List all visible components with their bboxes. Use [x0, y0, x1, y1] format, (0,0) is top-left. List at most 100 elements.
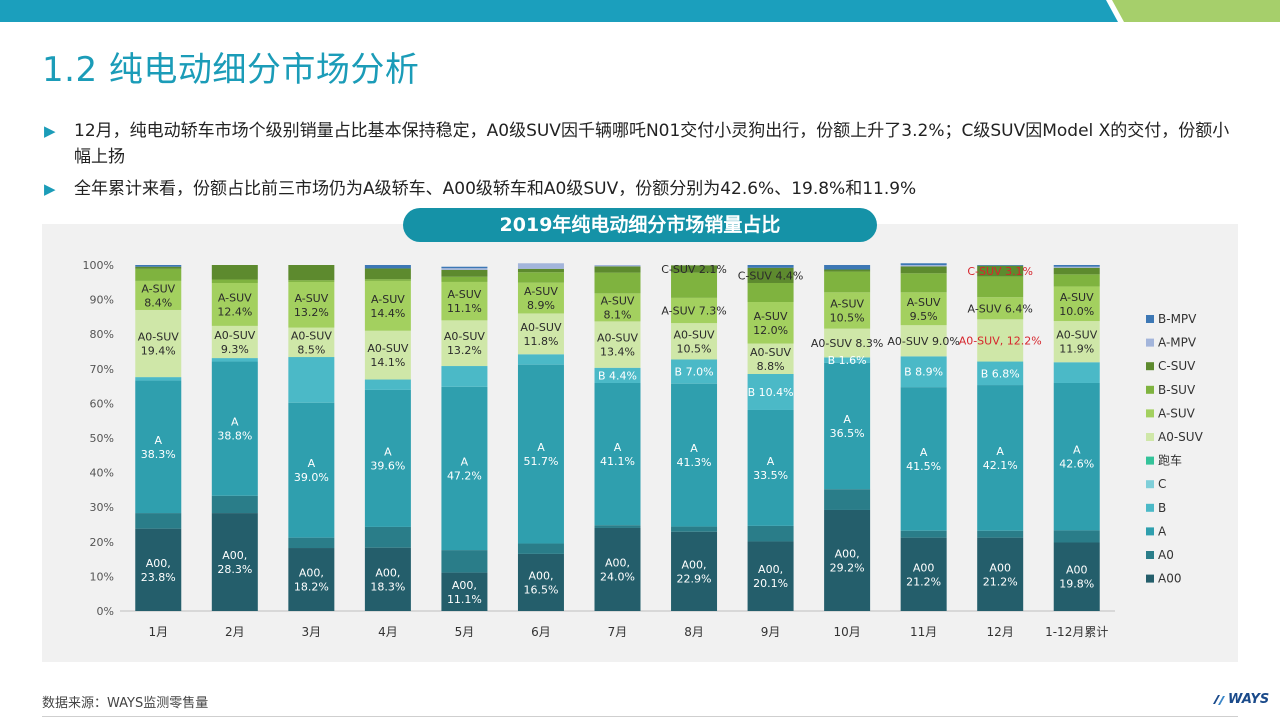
data-label: A00, 18.2% — [294, 567, 329, 594]
bar-segment-B-SUV — [517, 272, 564, 283]
data-label-line: A — [614, 441, 622, 454]
bar-segment-A — [747, 409, 794, 526]
bar-segment-A — [977, 385, 1024, 531]
bar-segment-A-SUV — [824, 292, 871, 329]
bar-segment-A0 — [364, 526, 411, 548]
bar-segment-C-SUV — [977, 265, 1024, 277]
bar-segment-A0-SUV — [517, 313, 564, 355]
bar-segment-A00 — [594, 527, 641, 611]
data-label-line: A-SUV — [371, 293, 405, 306]
data-label-line: 47.2% — [447, 469, 482, 482]
data-label: A0-SUV 9.0% — [887, 335, 960, 348]
legend-label: A0 — [1158, 548, 1174, 562]
footer-divider — [42, 716, 1238, 717]
data-label: A0-SUV 8.5% — [291, 329, 333, 356]
bar-segment-A — [135, 380, 182, 514]
ways-logo: WAYS — [1212, 692, 1269, 707]
data-label-line: A-SUV — [448, 288, 482, 301]
bar-segment-B-SUV — [977, 276, 1024, 298]
data-label-line: 8.9% — [527, 299, 555, 312]
data-label: A00, 24.0% — [600, 556, 635, 583]
bar-segment-A0-SUV — [288, 327, 335, 358]
bar-segment-A0 — [977, 530, 1024, 538]
bar-segment-A — [288, 402, 335, 538]
bar-segment-A00 — [135, 528, 182, 611]
bar-segment-A00 — [441, 572, 488, 611]
data-label-line: A0-SUV — [750, 346, 792, 359]
data-label: A-SUV 14.4% — [370, 293, 405, 320]
data-label: A0-SUV 13.4% — [597, 332, 639, 359]
bar-segment-A-MPV — [900, 265, 947, 267]
legend-swatch — [1146, 433, 1154, 441]
bullet-triangle-icon: ▶ — [44, 122, 56, 140]
bar-segment-A00 — [288, 548, 335, 611]
data-label-line: 11.1% — [447, 593, 482, 606]
data-label-line: 24.0% — [600, 570, 635, 583]
bar-segment-C-SUV — [747, 267, 794, 283]
data-label: A-SUV 8.9% — [524, 285, 558, 312]
bullet-item: ▶ 全年累计来看，份额占比前三市场仍为A级轿车、A00级轿车和A0级SUV，份额… — [44, 176, 1244, 202]
data-label: A0-SUV 14.1% — [367, 342, 409, 369]
bar-segment-A-MPV — [594, 265, 641, 267]
data-label-line: 14.1% — [370, 356, 405, 369]
bar-segment-A-MPV — [441, 268, 488, 270]
data-label: A00, 18.3% — [370, 566, 405, 593]
data-label: A0-SUV 9.3% — [214, 329, 256, 356]
data-label-line: 8.5% — [297, 343, 325, 356]
legend-label: B-MPV — [1158, 312, 1197, 326]
x-tick-label: 3月 — [302, 625, 322, 639]
y-tick-label: 30% — [90, 501, 114, 514]
data-label-line: A0-SUV — [138, 331, 180, 344]
data-label-line: A0-SUV — [291, 329, 333, 342]
bar-segment-A-SUV — [671, 297, 718, 324]
bar-segment-C-SUV — [517, 268, 564, 273]
bar-segment-B-MPV — [900, 263, 947, 265]
data-label-line: A00 — [913, 561, 935, 574]
legend-swatch — [1146, 480, 1154, 489]
y-tick-label: 90% — [90, 294, 114, 307]
data-label: A0-SUV 10.5% — [674, 328, 716, 355]
legend-swatch — [1146, 574, 1154, 583]
bar-segment-B-SUV — [288, 280, 335, 282]
bar-segment-A-MPV — [517, 263, 564, 269]
bar-segment-A0 — [1053, 530, 1100, 543]
data-label: A0-SUV, 12.2% — [959, 334, 1042, 347]
data-label-line: 33.5% — [753, 469, 788, 482]
y-tick-label: 60% — [90, 397, 114, 410]
data-label-line: A00, — [528, 569, 553, 582]
data-label-line: 28.3% — [217, 563, 252, 576]
bar-segment-B-SUV — [1053, 274, 1100, 287]
data-label-line: B 7.0% — [675, 366, 714, 379]
bar-segment-A0-SUV — [441, 320, 488, 367]
data-label: A 33.5% — [753, 455, 788, 482]
bullet-text: 全年累计来看，份额占比前三市场仍为A级轿车、A00级轿车和A0级SUV，份额分别… — [74, 179, 917, 199]
x-tick-label: 8月 — [684, 625, 704, 639]
data-label-line: A — [231, 416, 239, 429]
bar-segment-A0 — [135, 513, 182, 529]
data-label-line: A00, — [758, 563, 783, 576]
bar-segment-A0-SUV — [211, 325, 258, 359]
data-label-line: A — [767, 455, 775, 468]
bar-segment-B-MPV — [977, 265, 1024, 266]
top-decor-bar — [0, 0, 1280, 22]
data-label-line: 19.8% — [1059, 578, 1094, 591]
slide-title: 1.2 纯电动细分市场分析 — [42, 50, 420, 90]
bar-segment-B-SUV — [441, 276, 488, 282]
x-tick-label: 4月 — [378, 625, 398, 639]
bar-segment-A0-SUV — [364, 330, 411, 380]
data-label: A0-SUV 13.2% — [444, 330, 486, 357]
data-label-line: 36.5% — [830, 427, 865, 440]
data-label-line: 12.4% — [217, 305, 252, 318]
data-label-line: A — [996, 445, 1004, 458]
bar-segment-B-MPV — [441, 266, 488, 269]
bar-segment-A0-SUV — [671, 323, 718, 360]
bar-segment-A — [364, 389, 411, 527]
data-label: A-SUV 7.3% — [661, 304, 726, 317]
bar-segment-A-SUV — [441, 281, 488, 321]
bar-segment-B — [441, 366, 488, 387]
x-tick-label: 11月 — [910, 625, 937, 639]
legend-label: A0-SUV — [1158, 430, 1204, 444]
data-label: A-SUV 10.5% — [830, 297, 865, 324]
x-tick-label: 9月 — [761, 625, 781, 639]
bar-segment-B-MPV — [135, 265, 182, 267]
